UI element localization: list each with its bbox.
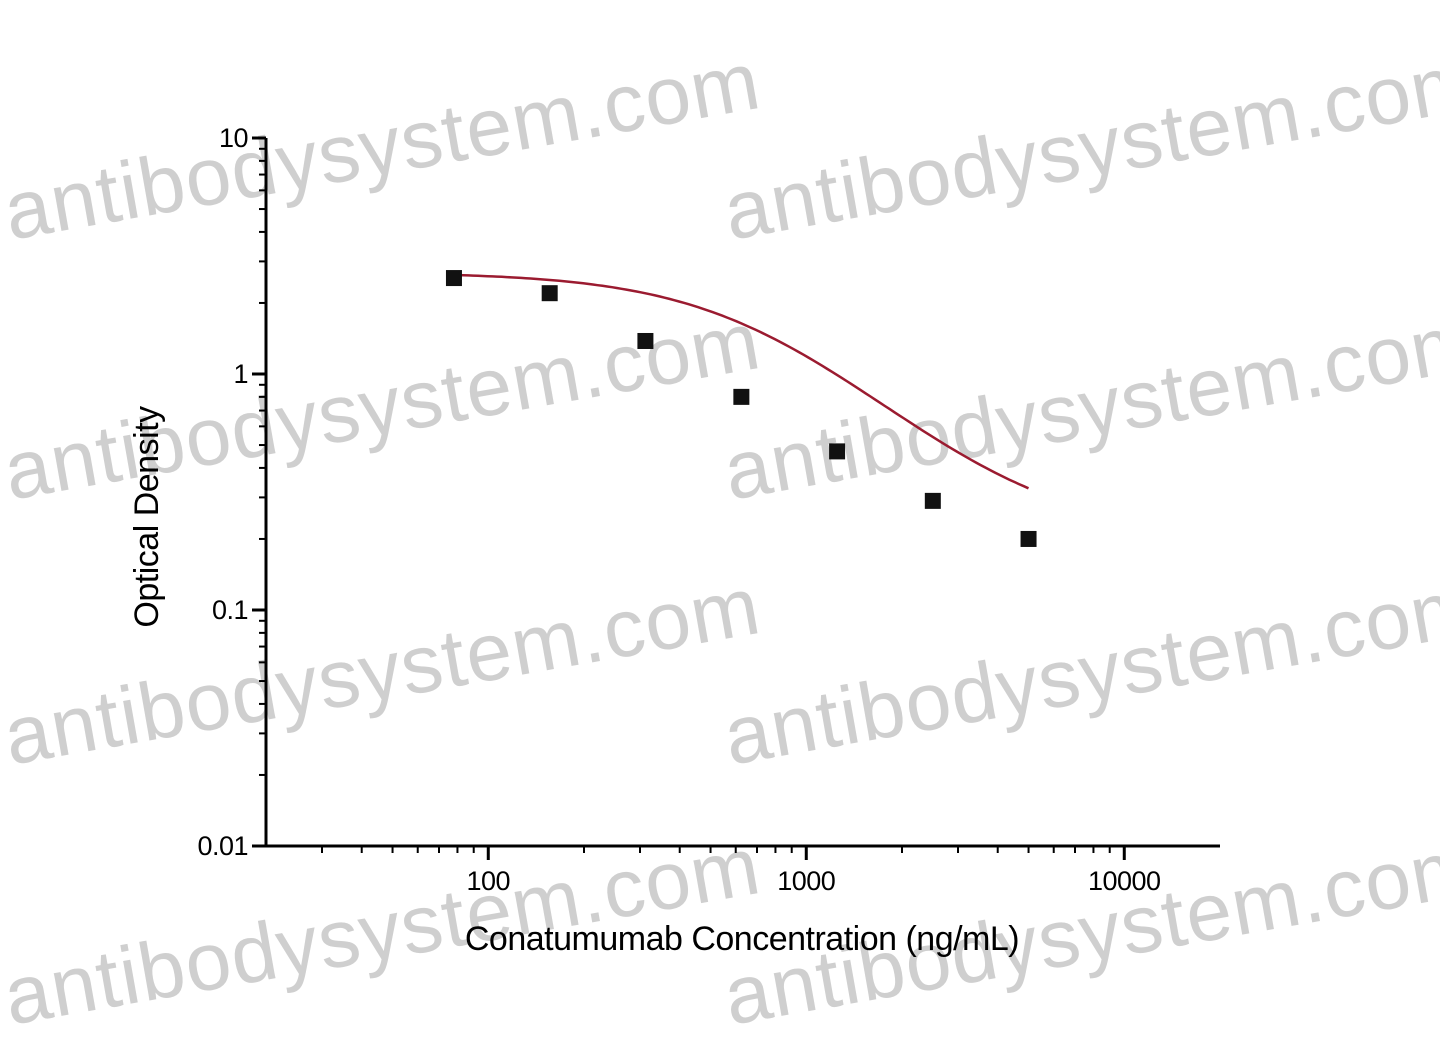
y-axis-title: Optical Density bbox=[128, 406, 166, 628]
watermark-text: antibodysystem.com bbox=[0, 35, 767, 258]
watermark-text: antibodysystem.com bbox=[717, 295, 1440, 518]
data-point bbox=[733, 388, 750, 405]
y-tick-label: 10 bbox=[219, 123, 248, 153]
y-tick-label: 0.1 bbox=[212, 595, 248, 625]
watermark-text: antibodysystem.com bbox=[0, 295, 767, 518]
data-point bbox=[541, 285, 558, 302]
data-point bbox=[1020, 530, 1037, 547]
fit-curve bbox=[453, 273, 1030, 490]
watermark-text: antibodysystem.com bbox=[717, 560, 1440, 783]
watermark-text: antibodysystem.com bbox=[717, 35, 1440, 258]
x-tick-label: 10000 bbox=[1088, 866, 1161, 896]
y-tick-label: 1 bbox=[233, 359, 248, 389]
axes: 10 1 0.1 0.01 100 1000 10000 bbox=[197, 123, 1220, 896]
data-point bbox=[924, 492, 941, 509]
fit-curve-layer bbox=[453, 273, 1030, 490]
data-point bbox=[445, 270, 462, 287]
data-point bbox=[829, 443, 846, 460]
x-axis-title: Conatumumab Concentration (ng/mL) bbox=[465, 920, 1019, 958]
data-point bbox=[637, 332, 654, 349]
watermark-layer: antibodysystem.comantibodysystem.comanti… bbox=[0, 35, 1440, 1043]
x-tick-label: 100 bbox=[466, 866, 510, 896]
axis-labels: Conatumumab Concentration (ng/mL) Optica… bbox=[128, 406, 1020, 958]
y-tick-label: 0.01 bbox=[197, 831, 248, 861]
x-tick-label: 1000 bbox=[777, 866, 835, 896]
data-points bbox=[445, 270, 1037, 547]
watermark-text: antibodysystem.com bbox=[0, 560, 767, 783]
